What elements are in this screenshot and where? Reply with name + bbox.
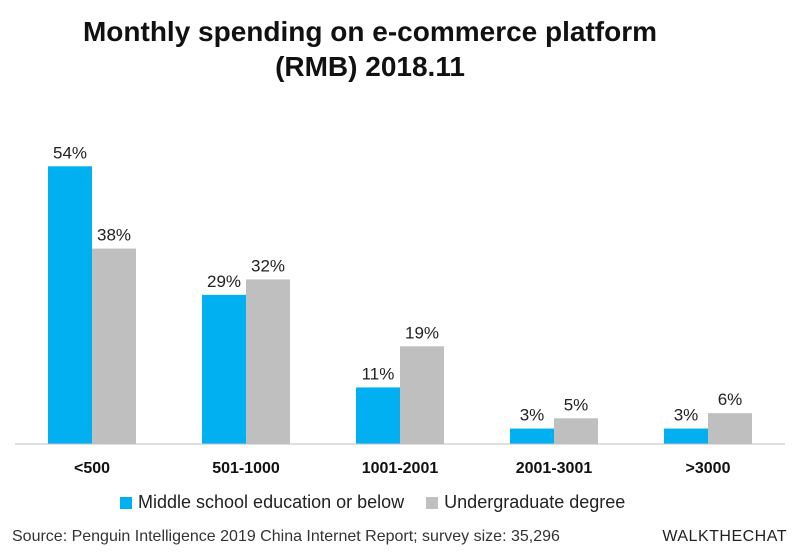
data-label-middle-school-1: 29% (207, 272, 241, 291)
data-label-middle-school-3: 3% (520, 406, 545, 425)
footer: Source: Penguin Intelligence 2019 China … (12, 528, 787, 546)
bar-middle-school-2 (356, 387, 400, 444)
bar-middle-school-3 (510, 428, 554, 444)
bar-undergraduate-3 (554, 418, 598, 444)
brand-label: WALKTHECHAT (662, 528, 787, 545)
legend-label-undergraduate: Undergraduate degree (444, 492, 626, 512)
source-note: Source: Penguin Intelligence 2019 China … (12, 528, 560, 545)
chart-title: Monthly spending on e-commerce platform … (0, 14, 740, 84)
bar-middle-school-0 (48, 166, 92, 445)
data-label-undergraduate-0: 38% (97, 226, 131, 245)
legend-item-undergraduate: Undergraduate degree (426, 492, 625, 513)
data-label-undergraduate-1: 32% (251, 256, 285, 275)
chart-title-line-2: (RMB) 2018.11 (275, 51, 465, 82)
data-label-middle-school-4: 3% (674, 406, 699, 425)
chart-title-line-1: Monthly spending on e-commerce platform (82, 16, 658, 47)
data-label-undergraduate-2: 19% (405, 323, 439, 342)
bar-middle-school-1 (202, 294, 246, 444)
bar-undergraduate-0 (92, 248, 136, 444)
legend-swatch-middle-school (120, 496, 132, 509)
x-tick-label-2: 1001-2001 (362, 460, 439, 477)
bar-undergraduate-1 (246, 279, 290, 444)
x-tick-label-1: 501-1000 (212, 460, 280, 477)
legend-label-middle-school: Middle school education or below (138, 492, 405, 512)
bar-undergraduate-2 (400, 346, 444, 444)
legend: Middle school education or below Undergr… (120, 492, 647, 513)
x-tick-label-4: >3000 (686, 460, 731, 477)
data-label-middle-school-2: 11% (362, 364, 395, 383)
data-label-undergraduate-4: 6% (718, 390, 743, 409)
data-label-middle-school-0: 54% (53, 143, 87, 162)
legend-swatch-undergraduate (426, 496, 439, 509)
bar-undergraduate-4 (708, 413, 752, 444)
x-tick-label-0: <500 (74, 460, 110, 477)
x-tick-label-3: 2001-3001 (516, 460, 593, 477)
legend-item-middle-school: Middle school education or below (120, 492, 404, 513)
bar-middle-school-4 (664, 428, 708, 444)
data-label-undergraduate-3: 5% (564, 395, 589, 414)
